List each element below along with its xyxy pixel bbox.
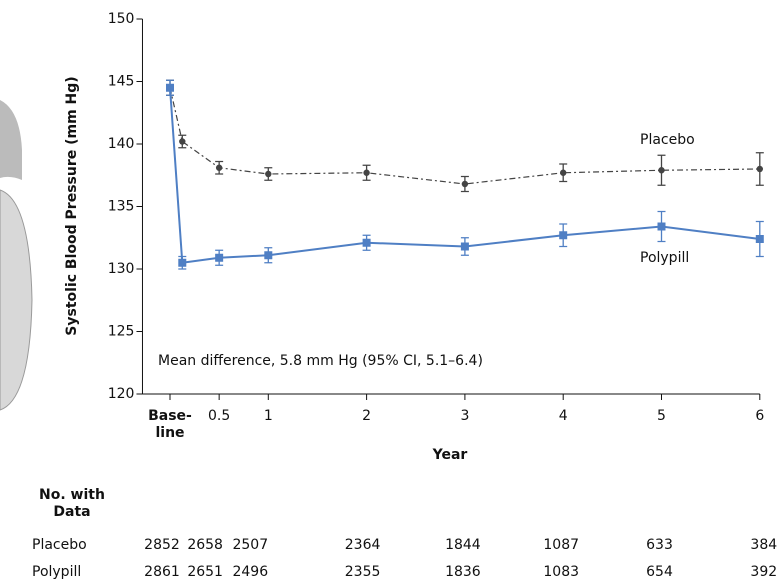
marker xyxy=(756,165,763,173)
y-tick-label: 150 xyxy=(108,11,135,27)
series-label: Placebo xyxy=(640,132,695,148)
table-cell: 2507 xyxy=(232,537,268,553)
marker xyxy=(461,180,469,188)
table-cell: 384 xyxy=(750,537,777,553)
y-tick-label: 140 xyxy=(108,136,135,152)
marker xyxy=(215,253,224,262)
x-axis-label: Year xyxy=(432,447,468,463)
marker xyxy=(657,222,666,231)
marker xyxy=(559,231,568,240)
table-cell: 2364 xyxy=(345,537,381,553)
table-cell: 2658 xyxy=(187,537,223,553)
x-tick-label: 2 xyxy=(362,408,371,424)
table-cell: 2861 xyxy=(144,564,180,580)
table-cell: 1844 xyxy=(445,537,481,553)
annotation: Mean difference, 5.8 mm Hg (95% CI, 5.1–… xyxy=(158,353,483,369)
x-tick-label: 5 xyxy=(657,408,666,424)
table-cell: 2496 xyxy=(232,564,268,580)
marker xyxy=(460,242,469,251)
marker xyxy=(166,83,174,92)
y-tick-label: 120 xyxy=(108,386,135,402)
table-cell: 633 xyxy=(646,537,673,553)
y-tick-label: 125 xyxy=(108,324,135,340)
marker xyxy=(215,164,223,171)
y-tick-label: 135 xyxy=(108,199,135,215)
series-line xyxy=(169,87,760,264)
marker xyxy=(178,258,187,267)
table-cell: 1087 xyxy=(543,537,579,553)
table-cell: 654 xyxy=(646,564,673,580)
table-title: No. with Data xyxy=(39,487,105,520)
marker xyxy=(264,251,273,260)
row-label: Placebo xyxy=(32,537,87,553)
x-tick-label: 6 xyxy=(755,408,764,424)
marker xyxy=(560,169,567,176)
y-tick-label: 145 xyxy=(108,74,135,90)
x-tick-label: 4 xyxy=(559,408,568,424)
series-label: Polypill xyxy=(640,250,689,266)
table-cell: 2852 xyxy=(144,537,180,553)
background-fragment xyxy=(0,189,33,411)
table-cell: 1083 xyxy=(543,564,579,580)
marker xyxy=(658,167,665,174)
row-label: Polypill xyxy=(32,564,81,580)
y-axis-label: Systolic Blood Pressure (mm Hg) xyxy=(64,76,80,335)
x-tick-label: 3 xyxy=(460,408,469,424)
x-tick-label: Base-line xyxy=(148,408,192,441)
x-tick-label: 1 xyxy=(264,408,273,424)
table-cell: 392 xyxy=(750,564,777,580)
background-fragment xyxy=(0,100,22,180)
table-cell: 2355 xyxy=(345,564,381,580)
marker xyxy=(755,235,764,243)
marker xyxy=(362,238,371,247)
y-tick-label: 130 xyxy=(108,261,135,277)
marker xyxy=(265,170,272,178)
marker xyxy=(363,169,370,176)
x-tick-label: 0.5 xyxy=(208,408,230,424)
table-cell: 2651 xyxy=(187,564,223,580)
marker xyxy=(179,138,186,145)
table-cell: 1836 xyxy=(445,564,481,580)
